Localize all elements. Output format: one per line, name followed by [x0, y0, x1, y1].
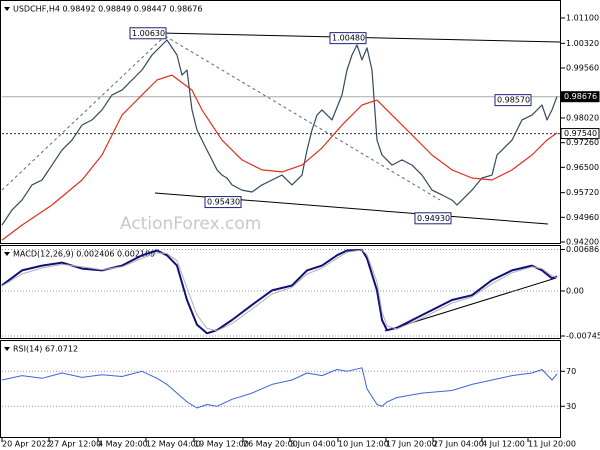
menu-icon — [4, 347, 10, 351]
y-tick-label: 0.95720 — [566, 188, 599, 197]
series-line — [1, 367, 558, 409]
menu-icon — [4, 252, 10, 256]
annotation-label: 0.98570 — [497, 96, 530, 105]
y-tick-label: 0.006861 — [566, 245, 600, 254]
x-tick-label: 20 Apr 2022 — [2, 440, 51, 449]
annotation-label: 0.95430 — [207, 198, 240, 207]
y-tick-label: -0.007454 — [566, 332, 600, 341]
x-tick-label: 27 Apr 12:00 — [49, 440, 101, 449]
y-tick-label: 0.98020 — [566, 113, 599, 122]
x-tick-label: 17 Jun 20:00 — [386, 440, 437, 449]
y-tick-label: 1.01100 — [566, 14, 599, 23]
series-line — [1, 74, 558, 241]
annotation-box — [329, 32, 367, 45]
chart-title: USDCHF,H4 0.98492 0.98849 0.98447 0.9867… — [13, 5, 202, 14]
y-tick-label: 0.94200 — [566, 238, 599, 247]
x-tick-label: 11 Jul 20:00 — [528, 440, 576, 449]
series-line — [1, 249, 558, 332]
chart-title: MACD(12,26,9) 0.002406 0.002189 — [13, 250, 155, 259]
annotation-box — [414, 212, 452, 225]
y-tick-label: 30 — [566, 402, 576, 411]
chart-title: RSI(14) 67.0712 — [13, 345, 78, 354]
y-tick-label: 0.97260 — [566, 138, 599, 147]
rsi-panel — [0, 340, 561, 438]
y-tick-label: 0.99560 — [566, 64, 599, 73]
x-tick-label: 12 May 04:00 — [146, 440, 201, 449]
y-tick-label: 1.00320 — [566, 39, 599, 48]
macd-panel — [0, 245, 561, 339]
annotation-label: 1.00480 — [332, 34, 365, 43]
x-tick-label: 26 May 20:00 — [243, 440, 298, 449]
y-tick-label: 70 — [566, 367, 576, 376]
trendline — [1, 35, 166, 191]
level-label: 0.98676 — [564, 92, 597, 101]
y-tick-label: 0.94960 — [566, 213, 599, 222]
trendline — [164, 35, 441, 201]
x-tick-label: 27 Jun 04:00 — [433, 440, 484, 449]
annotation-box — [494, 94, 532, 107]
annotation-label: 0.94930 — [417, 214, 450, 223]
menu-icon — [4, 7, 10, 11]
x-tick-label: 19 May 12:00 — [194, 440, 249, 449]
series-line — [1, 39, 558, 226]
x-tick-label: 3 Jun 04:00 — [290, 440, 336, 449]
x-tick-label: 4 Jul 12:00 — [482, 440, 525, 449]
level-label-box — [560, 91, 600, 103]
annotation-box — [129, 27, 167, 40]
level-label-box — [560, 128, 600, 140]
level-label: 0.97540 — [564, 129, 597, 138]
y-tick-label: 0.00 — [566, 286, 584, 295]
annotation-label: 1.00630 — [132, 29, 165, 38]
x-tick-label: 4 May 20:00 — [98, 440, 148, 449]
watermark: ActionForex.com — [120, 214, 261, 234]
y-tick-label: 0.96500 — [566, 163, 599, 172]
x-tick-label: 10 Jun 12:00 — [338, 440, 389, 449]
price-panel — [0, 0, 561, 244]
series-line — [1, 248, 558, 335]
annotation-box — [204, 196, 242, 209]
